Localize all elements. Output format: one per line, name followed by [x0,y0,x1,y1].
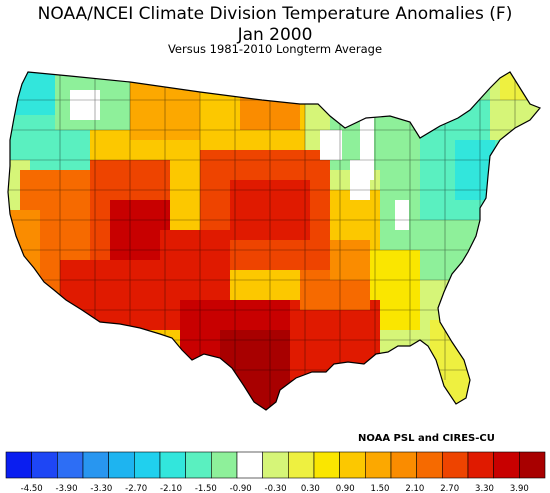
colorbar-bin [82,451,109,479]
colorbar-tick-label: 3.30 [475,484,494,493]
colorbar-bin [108,451,135,479]
colorbar-bin [236,451,263,479]
colorbar-tick-label: -2.70 [125,484,147,493]
map-title: NOAA/NCEI Climate Division Temperature A… [37,4,513,24]
colorbar-tick-label: 0.90 [336,484,355,493]
colorbar-bin [390,451,417,479]
colorbar-tick-label: 2.10 [405,484,424,493]
colorbar-bin [134,451,161,479]
colorbar-bin [31,451,58,479]
colorbar-bin [416,451,443,479]
colorbar-tick-label: 1.50 [371,484,390,493]
colorbar-tick-label: 3.90 [510,484,529,493]
colorbar-bin [185,451,212,479]
colorbar-tick-label: 2.70 [440,484,459,493]
colorbar-tick-label: -0.90 [230,484,252,493]
colorbar-bin [262,451,289,479]
map-subtitle: Versus 1981-2010 Longterm Average [167,42,383,56]
colorbar-bin [5,451,32,479]
colorbar-bin [211,451,238,479]
colorbar-bin [519,451,546,479]
colorbar-bin [493,451,520,479]
colorbar-bin [442,451,469,479]
colorbar-tick-label: -3.90 [56,484,78,493]
map-period: Jan 2000 [237,25,313,45]
colorbar-tick-label: -2.10 [160,484,182,493]
colorbar-bin [467,451,494,479]
credit-text: NOAA PSL and CIRES-CU [358,433,495,444]
colorbar-tick-label: 0.30 [301,484,320,493]
colorbar-bin [288,451,315,479]
colorbar-bin [57,451,84,479]
colorbar-tick-label: -0.30 [265,484,287,493]
colorbar-tick-label: -3.30 [90,484,112,493]
colorbar-tick-label: -1.50 [195,484,217,493]
colorbar-bin [313,451,340,479]
colorbar-bin [339,451,366,479]
colorbar-bin [365,451,392,479]
colorbar-tick-label: -4.50 [21,484,43,493]
colorbar-bin [159,451,186,479]
